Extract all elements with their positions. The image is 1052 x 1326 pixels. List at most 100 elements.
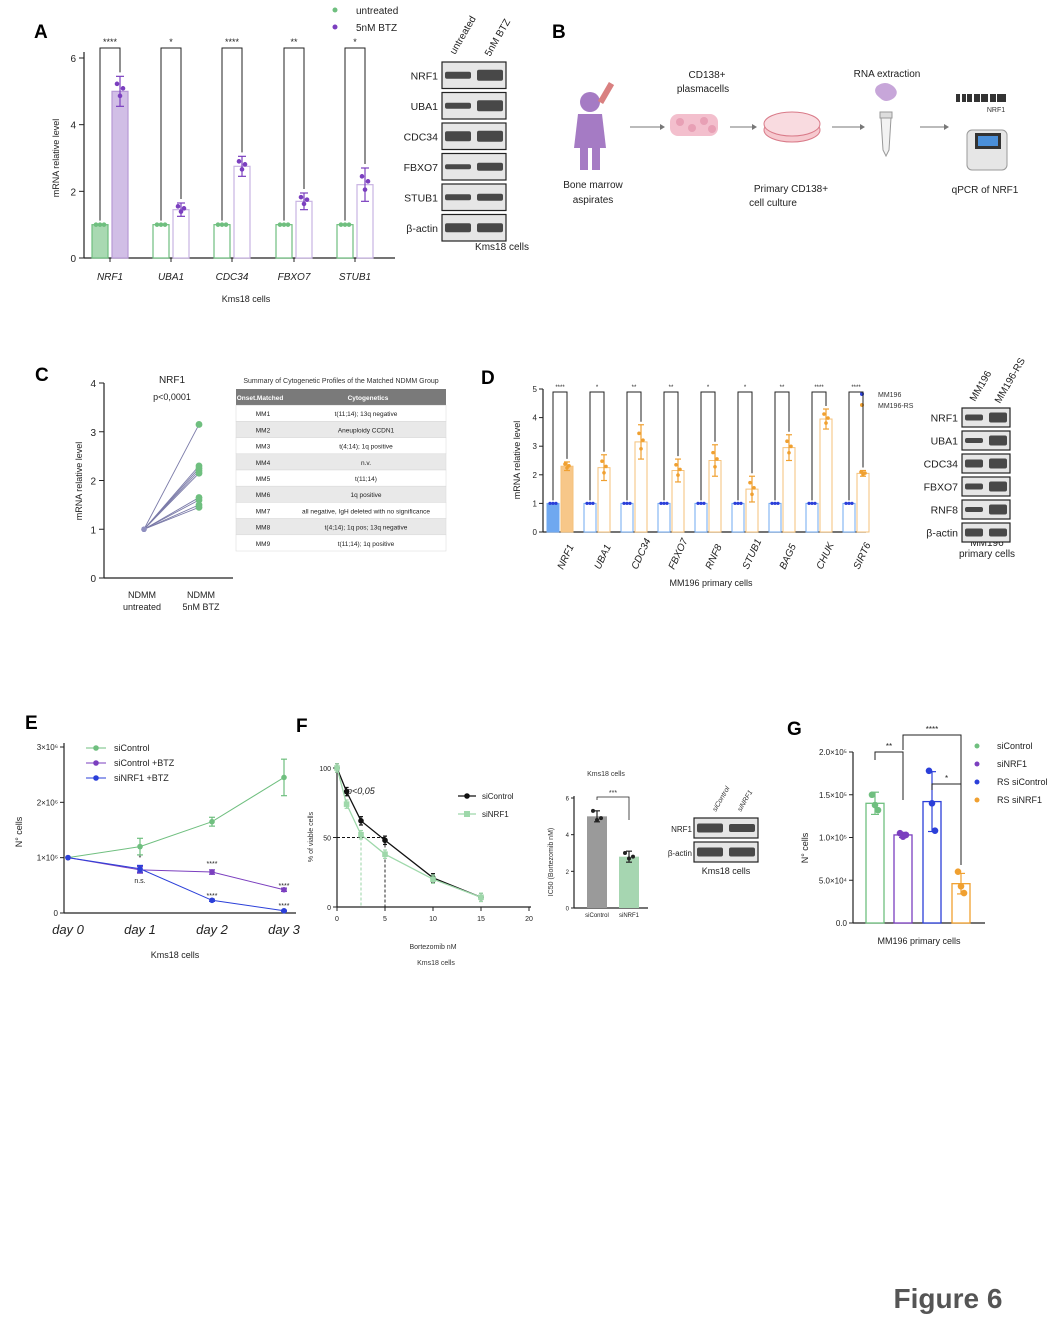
bar-mm196-CDC34	[620, 502, 634, 533]
sig-a-STUB1-label: *	[353, 37, 357, 47]
sig-d-UBA1-bracket	[589, 391, 605, 501]
chart-g: 0.0 5.0×10⁴ 1.0×10⁵ 1.5×10⁵ 2.0×10⁵ siControl…	[819, 725, 1048, 928]
chart-d-ylabel: mRNA relative level	[512, 421, 522, 500]
point-mm196rs-NRF1-0	[563, 462, 567, 466]
chart-c-ytick-label-0: 0	[90, 574, 96, 585]
sig-a-STUB1-bracket	[344, 47, 366, 221]
point-g-2-0	[925, 767, 933, 775]
qpcr-machine-icon	[966, 129, 1008, 171]
chart-d-ytick-label-5: 5	[533, 385, 538, 394]
chart-e-ytick-label-0: 0	[54, 909, 59, 918]
point-untreated-NRF1-1	[97, 222, 103, 227]
point-mm196rs-NRF1-2	[567, 463, 571, 468]
blot-d-band-3-1	[989, 481, 1007, 492]
chart-f-xtick-label-5: 5	[383, 916, 387, 923]
chart-a-xlabel: Kms18 cells	[222, 294, 271, 304]
blot-a-header-untreated: untreated	[448, 14, 479, 56]
point-e-2-3	[281, 907, 287, 914]
pair-line-0	[143, 424, 200, 530]
legend-marker-btz	[332, 24, 338, 30]
point-e-0-3	[281, 774, 287, 781]
sig-d-STUB1-label: *	[744, 385, 747, 391]
chart-a-xlabel-STUB1: STUB1	[339, 272, 371, 283]
rna-tube-icon	[875, 83, 897, 158]
point-untreated-NRF1-0	[93, 222, 99, 227]
legend-e-marker-1	[93, 760, 99, 766]
inset-xlabel-siControl: siControl	[585, 913, 609, 919]
point-mm196-RNF8-0	[696, 501, 700, 505]
blot-a-band-4-0	[445, 194, 471, 201]
sig-d-BAG5-bracket	[774, 391, 790, 501]
sig-d-SIRT6-label: ****	[851, 385, 861, 391]
chart-d-xlabel-SIRT6: SIRT6	[852, 541, 874, 572]
annotation-e-3: ****	[207, 893, 218, 900]
blot-a-band-3-0	[445, 164, 471, 170]
bar-mm196-BAG5	[768, 502, 782, 533]
point-mm196rs-STUB1-0	[748, 480, 752, 485]
sig-d-UBA1-label: *	[596, 385, 599, 391]
cytogenetics-table: Summary of Cytogenetic Profiles of the M…	[235, 378, 447, 552]
inset-bar-siNRF1	[619, 856, 639, 908]
blot-f-caption: Kms18 cells	[702, 866, 751, 876]
legend-g-label-1: siNRF1	[997, 759, 1027, 769]
inset-xlabel-siNRF1: siNRF1	[619, 913, 640, 919]
point-mm196rs-CDC34-1	[639, 446, 643, 451]
blot-a-band-1-1	[477, 100, 503, 112]
blot-f-band-0-1	[729, 824, 755, 832]
legend-f-label-0: siControl	[482, 792, 514, 801]
chart-a-ytick-label-4: 4	[70, 121, 76, 132]
chart-f-ylabel: % of viable cells	[308, 811, 315, 862]
legend-f-marker-1	[464, 811, 470, 817]
bar-mm196rs-NRF1	[560, 465, 574, 533]
point-mm196rs-RNF8-1	[713, 464, 717, 469]
point-mm196-NRF1-0	[548, 501, 552, 505]
legend-e-label-2: siNRF1 +BTZ	[114, 773, 169, 783]
blot-f-band-1-0	[697, 847, 723, 857]
point-mm196rs-CHUK-0	[822, 412, 826, 416]
chart-a-ytick-label-2: 2	[70, 187, 76, 198]
panel-e: E 0 1×10⁶ 2×10⁶ 3×10⁶ day 0 day 1 day 2 day 3 si…	[14, 713, 301, 960]
point-e-1-3	[281, 886, 287, 893]
point-btz-STUB1-0	[359, 174, 365, 179]
sig-d-CDC34-bracket	[626, 391, 642, 501]
chart-d-ytick-label-3: 3	[533, 442, 538, 451]
blot-a-label-0: NRF1	[411, 70, 439, 82]
chart-f-xtick-label-20: 20	[525, 916, 533, 923]
sig-d-STUB1-bracket	[737, 391, 753, 501]
point-mm196-UBA1-2	[591, 501, 595, 505]
chart-f-ytick-label-50: 50	[323, 836, 331, 843]
point-btz-FBXO7-0	[298, 194, 304, 200]
table-cell-8-1: t(11;14); 1q positive	[338, 541, 395, 548]
blot-a-band-4-1	[477, 193, 503, 201]
table-row-8	[235, 534, 447, 552]
point-btz-STUB1-1	[362, 187, 368, 192]
line-f-siNRF1	[336, 767, 482, 898]
table-cell-8-0: MM9	[256, 541, 271, 548]
line-siControl	[67, 777, 285, 859]
blot-a-label-1: UBA1	[411, 101, 439, 113]
chart-f-xtick-label-15: 15	[477, 916, 485, 923]
legend-g-marker-1	[974, 761, 980, 767]
table-cell-1-1: Aneuploidy CCDN1	[338, 427, 395, 434]
legend-f-marker-0	[464, 793, 470, 799]
bar-mm196-NRF1	[546, 502, 560, 533]
blot-d-label-2: CDC34	[924, 459, 959, 471]
sig-d-NRF1-label: ****	[555, 385, 565, 391]
point-mm196-RNF8-1	[699, 501, 703, 505]
annotation-e-0: *	[139, 855, 142, 862]
bar-untreated-FBXO7	[275, 224, 293, 259]
blot-a-label-4: STUB1	[404, 192, 438, 204]
bar-untreated-NRF1	[91, 224, 109, 259]
blot-d-label-1: UBA1	[931, 436, 959, 448]
sig-a-CDC34-label: ****	[225, 37, 240, 47]
bar-untreated-STUB1	[336, 224, 354, 259]
inset-ytick-label-0: 0	[566, 907, 570, 913]
blot-d-band-2-0	[965, 459, 983, 468]
blot-d-band-0-0	[965, 414, 983, 421]
point-mm196-UBA1-1	[588, 501, 592, 505]
point-btz-UBA1-0	[175, 204, 181, 209]
chart-f-pvalue: p<0,05	[346, 786, 376, 796]
point-mm196-CDC34-0	[622, 501, 626, 505]
annotation-e-1: n.s.	[134, 878, 145, 885]
chart-g-xlabel: MM196 primary cells	[877, 936, 961, 946]
